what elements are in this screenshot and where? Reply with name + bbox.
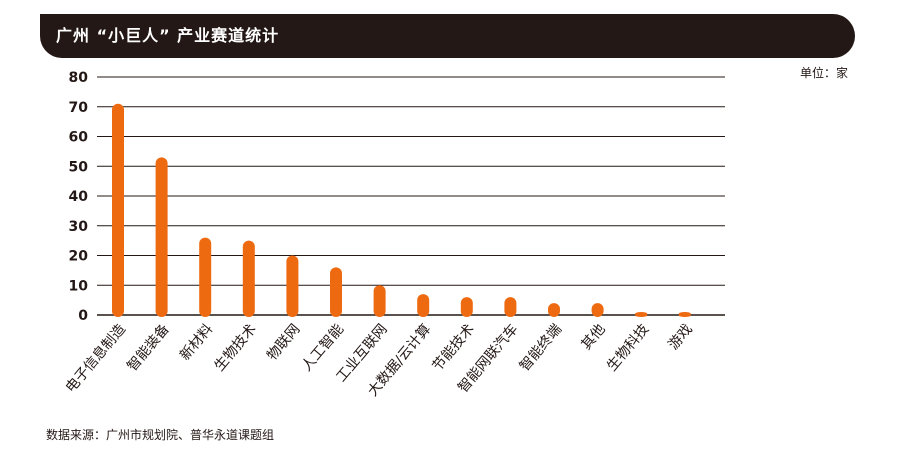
bar-10 [548, 303, 560, 317]
bar-1 [155, 157, 168, 317]
chart-title-bar: 广州 “小巨人” 产业赛道统计 [40, 14, 855, 58]
y-tick-label: 0 [78, 308, 88, 324]
y-tick-label: 30 [69, 219, 89, 235]
y-axis-ticks: 0 10 20 30 40 50 60 70 80 [69, 70, 89, 324]
x-category-label: 新材料 [177, 321, 216, 363]
bar-12 [635, 312, 648, 317]
x-category-label: 物联网 [264, 321, 303, 363]
bar-6 [373, 285, 386, 317]
y-tick-label: 80 [69, 70, 89, 86]
x-category-label: 智能终端 [517, 321, 565, 374]
bar-8 [460, 297, 473, 317]
bar-7 [417, 294, 430, 317]
x-category-label: 其他 [578, 321, 608, 353]
bars [112, 103, 691, 318]
bar-0 [112, 103, 124, 318]
x-category-label: 生物科技 [604, 321, 652, 374]
y-tick-label: 20 [69, 249, 89, 265]
chart-title: 广州 “小巨人” 产业赛道统计 [56, 26, 280, 45]
y-tick-label: 70 [69, 100, 89, 116]
x-category-label: 电子信息制造 [62, 321, 129, 396]
bar-4 [286, 255, 299, 317]
bar-9 [504, 297, 517, 317]
grid-lines [97, 76, 725, 316]
x-category-label: 游戏 [666, 321, 696, 353]
x-category-label: 生物技术 [212, 321, 260, 374]
y-tick-label: 60 [69, 130, 89, 146]
bar-3 [242, 240, 255, 317]
source-note: 数据来源：广州市规划院、普华永道课题组 [46, 428, 275, 442]
x-category-label: 智能装备 [124, 321, 173, 375]
y-tick-label: 40 [69, 189, 89, 205]
bar-13 [678, 312, 691, 317]
bar-5 [330, 267, 342, 317]
bar-11 [591, 303, 604, 317]
unit-label: 单位：家 [799, 66, 848, 80]
bar-2 [199, 237, 212, 317]
y-tick-label: 50 [69, 159, 89, 175]
y-tick-label: 10 [69, 278, 89, 294]
